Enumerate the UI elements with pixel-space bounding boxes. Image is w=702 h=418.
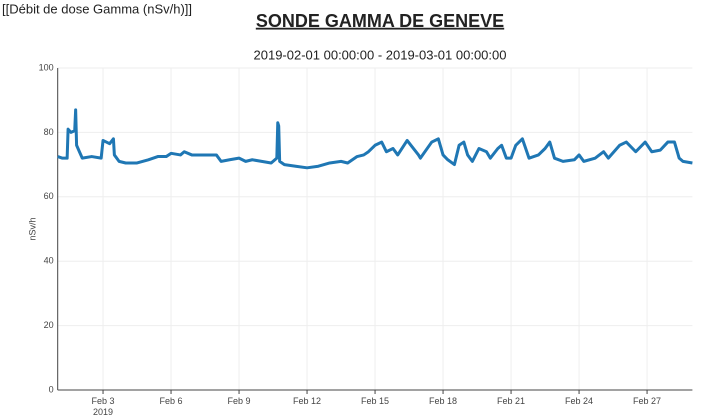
chart-subtitle: 2019-02-01 00:00:00 - 2019-03-01 00:00:0… — [254, 47, 507, 62]
x-tick-label: Feb 27 — [633, 396, 661, 406]
y-tick-label: 20 — [44, 320, 54, 330]
y-tick-label: 60 — [44, 191, 54, 201]
y-axis-title: nSv/h — [27, 217, 37, 240]
x-tick-label: Feb 18 — [429, 396, 457, 406]
x-tick-label: Feb 9 — [228, 396, 251, 406]
header-label: [[Débit de dose Gamma (nSv/h)]] — [2, 1, 192, 16]
x-tick-label: Feb 15 — [361, 396, 389, 406]
x-tick-label: Feb 21 — [497, 396, 525, 406]
x-tick-label: Feb 6 — [160, 396, 183, 406]
y-tick-label: 0 — [49, 384, 54, 394]
x-tick-year: 2019 — [93, 407, 113, 417]
y-tick-label: 40 — [44, 256, 54, 266]
x-tick-label: Feb 24 — [565, 396, 593, 406]
y-tick-label: 100 — [39, 62, 54, 72]
chart-title: SONDE GAMMA DE GENEVE — [256, 11, 504, 31]
y-tick-label: 80 — [44, 127, 54, 137]
data-line — [57, 108, 693, 170]
x-tick-label: Feb 3 — [92, 396, 115, 406]
x-tick-label: Feb 12 — [293, 396, 321, 406]
